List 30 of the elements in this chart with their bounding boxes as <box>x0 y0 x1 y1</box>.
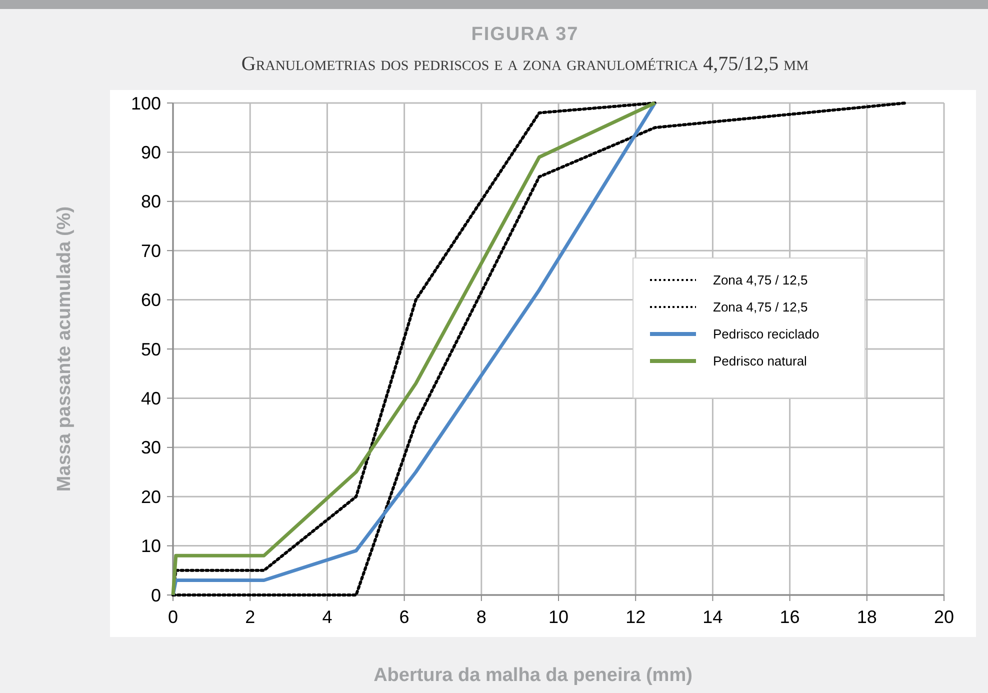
x-axis-title: Abertura da malha da peneira (mm) <box>374 665 692 686</box>
y-tick-label: 50 <box>140 339 161 360</box>
y-tick-label: 80 <box>140 192 161 212</box>
x-tick-label: 0 <box>168 607 178 627</box>
y-tick-label: 100 <box>130 93 161 114</box>
chart-subtitle: Granulometrias dos pedriscos e a zona granulométrica 4,75/12,5 mm <box>241 53 810 75</box>
legend-label: Pedrisco reciclado <box>713 326 820 342</box>
x-tick-label: 6 <box>399 607 410 627</box>
y-tick-label: 30 <box>140 438 161 458</box>
x-tick-label: 8 <box>476 607 486 627</box>
x-tick-label: 12 <box>626 607 646 627</box>
y-axis-title: Massa passante acumulada (%) <box>54 206 75 492</box>
x-tick-label: 10 <box>548 607 569 627</box>
x-tick-label: 4 <box>322 607 332 627</box>
y-tick-label: 40 <box>140 388 161 408</box>
x-tick-label: 16 <box>780 607 800 627</box>
x-tick-label: 20 <box>934 607 954 627</box>
chart-title: FIGURA 37 <box>471 24 579 45</box>
y-tick-label: 0 <box>150 585 161 606</box>
x-tick-label: 14 <box>702 607 723 627</box>
x-tick-label: 2 <box>245 607 256 627</box>
legend-label: Pedrisco natural <box>713 354 808 369</box>
y-tick-label: 70 <box>140 240 161 261</box>
legend-label: Zona 4,75 / 12,5 <box>713 300 808 315</box>
x-tick-label: 18 <box>856 607 877 627</box>
y-tick-label: 10 <box>140 536 161 556</box>
legend-label: Zona 4,75 / 12,5 <box>713 272 808 288</box>
y-tick-label: 90 <box>140 142 161 162</box>
y-tick-label: 60 <box>140 290 161 310</box>
y-tick-label: 20 <box>140 486 161 507</box>
